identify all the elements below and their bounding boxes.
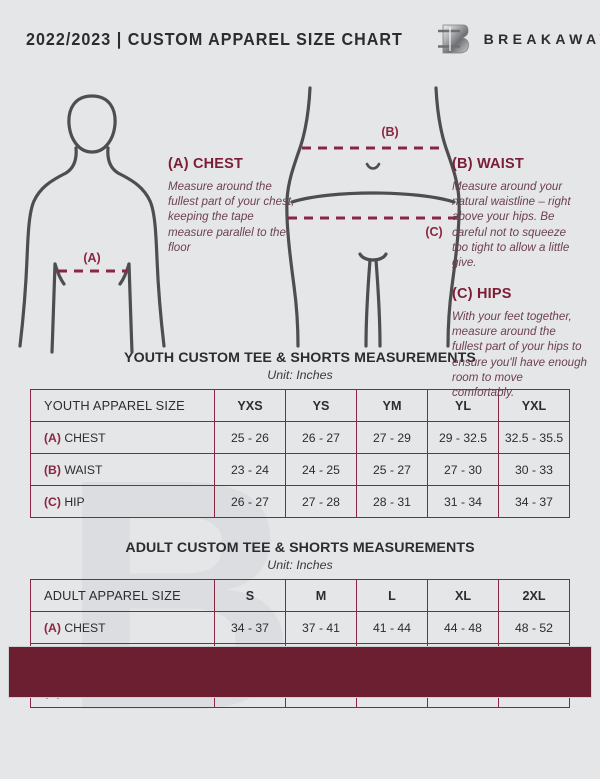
table-header-row: YOUTH APPAREL SIZE YXS YS YM YL YXL: [30, 389, 570, 422]
row-marker: (A): [44, 430, 61, 445]
adult-table-unit: Unit: Inches: [267, 558, 333, 572]
cell: 30 - 33: [498, 453, 570, 486]
cell: 44 - 48: [427, 611, 499, 644]
cell: 34 - 37: [214, 611, 286, 644]
cell: 26 - 27: [214, 485, 286, 518]
cell: 32.5 - 35.5: [498, 421, 570, 454]
breakaway-b-monogram-icon: [436, 21, 470, 57]
column-header: S: [214, 579, 286, 612]
cell: 24 - 25: [285, 453, 357, 486]
column-header: YS: [285, 389, 357, 422]
note-waist: (B) WAIST Measure around your natural wa…: [452, 156, 584, 270]
note-hips-heading: (C) HIPS: [452, 286, 512, 302]
column-header: L: [356, 579, 428, 612]
brand-wordmark: BREAKAWAY: [483, 31, 600, 47]
row-label-text: CHEST: [64, 620, 106, 635]
table-row: (A) CHEST 34 - 37 37 - 41 41 - 44 44 - 4…: [30, 611, 570, 644]
cell: 23 - 24: [214, 453, 286, 486]
page-header: 2022/2023 | CUSTOM APPAREL SIZE CHART: [0, 0, 600, 78]
row-label-text: CHEST: [64, 430, 106, 445]
cell: 27 - 30: [427, 453, 499, 486]
lower-body-silhouette-icon: (B) (C): [278, 86, 468, 353]
table-row: (B) WAIST 23 - 24 24 - 25 25 - 27 27 - 3…: [30, 453, 570, 486]
cell: 28 - 31: [356, 485, 428, 518]
row-label: (B) WAIST: [30, 453, 215, 486]
cell: 31 - 34: [427, 485, 499, 518]
row-label-text: WAIST: [64, 462, 103, 477]
cell: 29 - 32.5: [427, 421, 499, 454]
note-chest-body: Measure around the fullest part of your …: [168, 180, 295, 254]
column-header: 2XL: [498, 579, 570, 612]
row-label: (C) HIP: [30, 485, 215, 518]
table-row: (C) HIP 26 - 27 27 - 28 28 - 31 31 - 34 …: [30, 485, 570, 518]
note-hips: (C) HIPS With your feet together, measur…: [452, 286, 588, 400]
table-header-row: ADULT APPAREL SIZE S M L XL 2XL: [30, 579, 570, 612]
cell: 26 - 27: [285, 421, 357, 454]
row-label: (A) CHEST: [30, 611, 215, 644]
youth-size-header: YOUTH APPAREL SIZE: [30, 389, 215, 422]
row-marker: (A): [44, 620, 61, 635]
adult-table-title: ADULT CUSTOM TEE & SHORTS MEASUREMENTS: [125, 540, 475, 556]
note-waist-heading: (B) WAIST: [452, 156, 524, 172]
measurement-diagram: (A): [0, 78, 600, 399]
page-title: 2022/2023 | CUSTOM APPAREL SIZE CHART: [26, 28, 403, 49]
column-header: YL: [427, 389, 499, 422]
column-header: XL: [427, 579, 499, 612]
column-header: YM: [356, 389, 428, 422]
youth-table-unit: Unit: Inches: [267, 368, 333, 382]
row-marker: (B): [44, 462, 61, 477]
svg-text:(C): (C): [425, 225, 442, 239]
cell: 37 - 41: [285, 611, 357, 644]
youth-size-table: YOUTH APPAREL SIZE YXS YS YM YL YXL (A) …: [30, 389, 570, 518]
footer-bar: [8, 646, 592, 698]
row-label: (A) CHEST: [30, 421, 215, 454]
cell: 34 - 37: [498, 485, 570, 518]
youth-table-title: YOUTH CUSTOM TEE & SHORTS MEASUREMENTS: [124, 350, 476, 366]
cell: 27 - 29: [356, 421, 428, 454]
cell: 41 - 44: [356, 611, 428, 644]
note-chest: (A) CHEST Measure around the fullest par…: [168, 156, 298, 255]
row-label-text: HIP: [64, 494, 85, 509]
note-waist-body: Measure around your natural waistline – …: [452, 180, 571, 270]
front-torso-silhouette-icon: (A): [0, 84, 206, 359]
svg-text:(A): (A): [83, 251, 100, 265]
cell: 25 - 26: [214, 421, 286, 454]
cell: 25 - 27: [356, 453, 428, 486]
column-header: M: [285, 579, 357, 612]
cell: 27 - 28: [285, 485, 357, 518]
adult-size-header: ADULT APPAREL SIZE: [30, 579, 215, 612]
note-hips-body: With your feet together, measure around …: [452, 310, 587, 400]
brand-lockup: BREAKAWAY: [436, 21, 600, 57]
table-row: (A) CHEST 25 - 26 26 - 27 27 - 29 29 - 3…: [30, 421, 570, 454]
row-marker: (C): [44, 494, 61, 509]
cell: 48 - 52: [498, 611, 570, 644]
column-header: YXS: [214, 389, 286, 422]
svg-text:(B): (B): [381, 125, 398, 139]
youth-table-block: YOUTH CUSTOM TEE & SHORTS MEASUREMENTS U…: [0, 350, 600, 518]
note-chest-heading: (A) CHEST: [168, 156, 244, 172]
